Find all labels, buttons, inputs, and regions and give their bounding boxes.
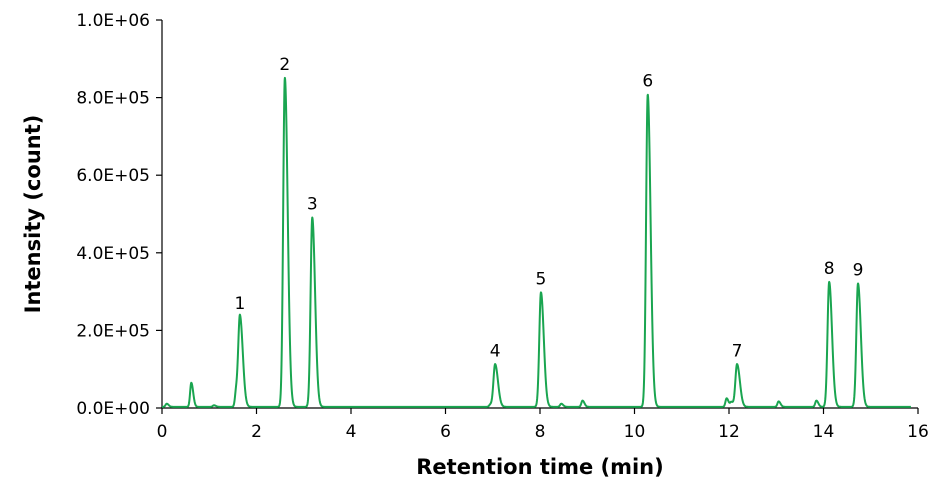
y-ticks: 0.0E+00 2.0E+05 4.0E+05 6.0E+05 8.0E+05 1.0E+… — [76, 11, 162, 419]
chromatogram-trace — [161, 76, 912, 408]
peak-label: 9 — [853, 261, 864, 281]
y-tick-label: 2.0E+05 — [76, 321, 150, 341]
x-ticks: 0 2 4 6 8 10 12 14 16 — [157, 408, 929, 442]
x-tick-label: 6 — [440, 422, 451, 442]
x-tick-label: 10 — [624, 422, 646, 442]
peak-label: 8 — [824, 259, 835, 279]
y-tick-label: 0.0E+00 — [76, 399, 150, 419]
x-tick-label: 14 — [813, 422, 835, 442]
x-tick-label: 4 — [346, 422, 357, 442]
x-tick-label: 12 — [718, 422, 740, 442]
x-tick-label: 0 — [157, 422, 168, 442]
peak-label: 1 — [235, 294, 246, 314]
x-tick-label: 8 — [535, 422, 546, 442]
y-tick-label: 8.0E+05 — [76, 89, 150, 109]
peak-label: 7 — [732, 341, 743, 361]
y-tick-label: 6.0E+05 — [76, 166, 150, 186]
peak-label: 5 — [536, 270, 547, 290]
peak-label: 6 — [642, 72, 653, 92]
peak-label: 4 — [490, 341, 501, 361]
x-axis-title: Retention time (min) — [416, 455, 663, 479]
y-axis-title: Intensity (count) — [21, 115, 45, 314]
axes — [161, 20, 918, 409]
y-tick-label: 4.0E+05 — [76, 244, 150, 264]
x-tick-label: 16 — [907, 422, 929, 442]
peak-label: 2 — [279, 55, 290, 75]
peak-label: 3 — [307, 195, 318, 215]
x-tick-label: 2 — [251, 422, 262, 442]
peak-labels: 1 2 3 4 5 6 7 8 9 — [235, 55, 864, 361]
y-tick-label: 1.0E+06 — [76, 11, 150, 31]
